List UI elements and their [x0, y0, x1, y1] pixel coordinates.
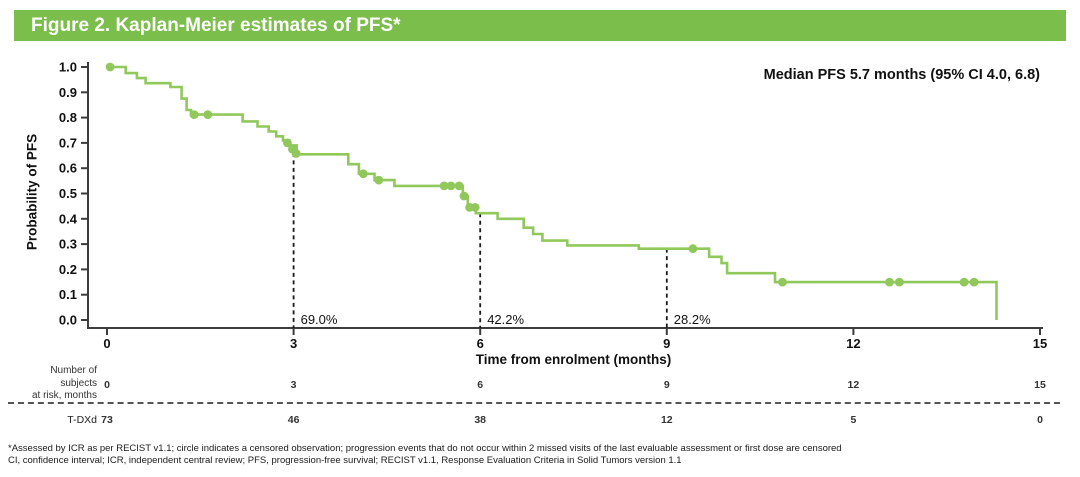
- reference-label-6m: 42.2%: [487, 312, 524, 327]
- reference-label-3m: 69.0%: [301, 312, 338, 327]
- svg-text:6: 6: [477, 336, 484, 351]
- figure-title-bar: Figure 2. Kaplan-Meier estimates of PFS*: [14, 10, 1066, 41]
- svg-text:3: 3: [290, 336, 297, 351]
- svg-text:0.4: 0.4: [59, 211, 78, 226]
- at-risk-header-line-3: at risk, months: [31, 390, 97, 401]
- at-risk-separator: [8, 402, 1060, 404]
- footnote-line-1: *Assessed by ICR as per RECIST v1.1; cir…: [8, 443, 842, 454]
- at-risk-group-label: T-DXd: [67, 414, 97, 426]
- at-risk-month: 12: [847, 379, 860, 391]
- at-risk-header-line-1: Number of: [50, 365, 97, 376]
- svg-text:0.9: 0.9: [59, 85, 77, 100]
- at-risk-count: 0: [1037, 414, 1043, 426]
- km-curve: [107, 65, 998, 320]
- svg-text:9: 9: [663, 336, 670, 351]
- at-risk-count: 46: [287, 414, 300, 426]
- at-risk-row-header: Number of subjects at risk, months: [0, 365, 97, 403]
- svg-text:0.8: 0.8: [59, 110, 77, 125]
- median-pfs-annotation: Median PFS 5.7 months (95% CI 4.0, 6.8): [763, 67, 1040, 83]
- at-risk-month: 0: [104, 379, 110, 391]
- svg-text:12: 12: [846, 336, 860, 351]
- at-risk-month: 6: [477, 379, 484, 391]
- at-risk-month: 15: [1034, 379, 1046, 391]
- censor-marks: [105, 62, 979, 287]
- at-risk-count: 73: [101, 414, 113, 426]
- svg-text:0.2: 0.2: [59, 262, 77, 277]
- footnote-line-2: CI, confidence interval; ICR, independen…: [8, 454, 682, 466]
- figure-title: Figure 2. Kaplan-Meier estimates of PFS*: [31, 15, 401, 36]
- y-tick-labels: 1.0 0.9 0.8 0.7 0.6 0.5 0.4 0.3 0.2 0.1 0.0: [59, 60, 78, 328]
- at-risk-count: 12: [660, 414, 673, 426]
- x-axis-title: Time from enrolment (months): [475, 352, 672, 367]
- svg-text:0.0: 0.0: [59, 313, 77, 328]
- svg-text:0.1: 0.1: [59, 287, 77, 302]
- at-risk-month: 3: [290, 379, 297, 391]
- at-risk-count: 38: [474, 414, 487, 426]
- axes: [81, 62, 1043, 335]
- at-risk-month: 9: [663, 379, 670, 391]
- svg-text:0: 0: [103, 336, 110, 351]
- svg-text:0.3: 0.3: [59, 237, 77, 252]
- x-tick-labels: 0 3 6 9 12 15: [103, 336, 1047, 351]
- footnote-block: *Assessed by ICR as per RECIST v1.1; cir…: [8, 443, 842, 466]
- svg-text:0.7: 0.7: [59, 135, 77, 150]
- svg-text:1.0: 1.0: [59, 60, 77, 75]
- at-risk-count: 5: [850, 414, 857, 426]
- svg-text:0.6: 0.6: [59, 161, 77, 176]
- svg-text:15: 15: [1033, 336, 1047, 351]
- svg-text:0.5: 0.5: [59, 186, 77, 201]
- at-risk-header-line-2: subjects: [60, 377, 97, 389]
- reference-label-9m: 28.2%: [674, 312, 711, 327]
